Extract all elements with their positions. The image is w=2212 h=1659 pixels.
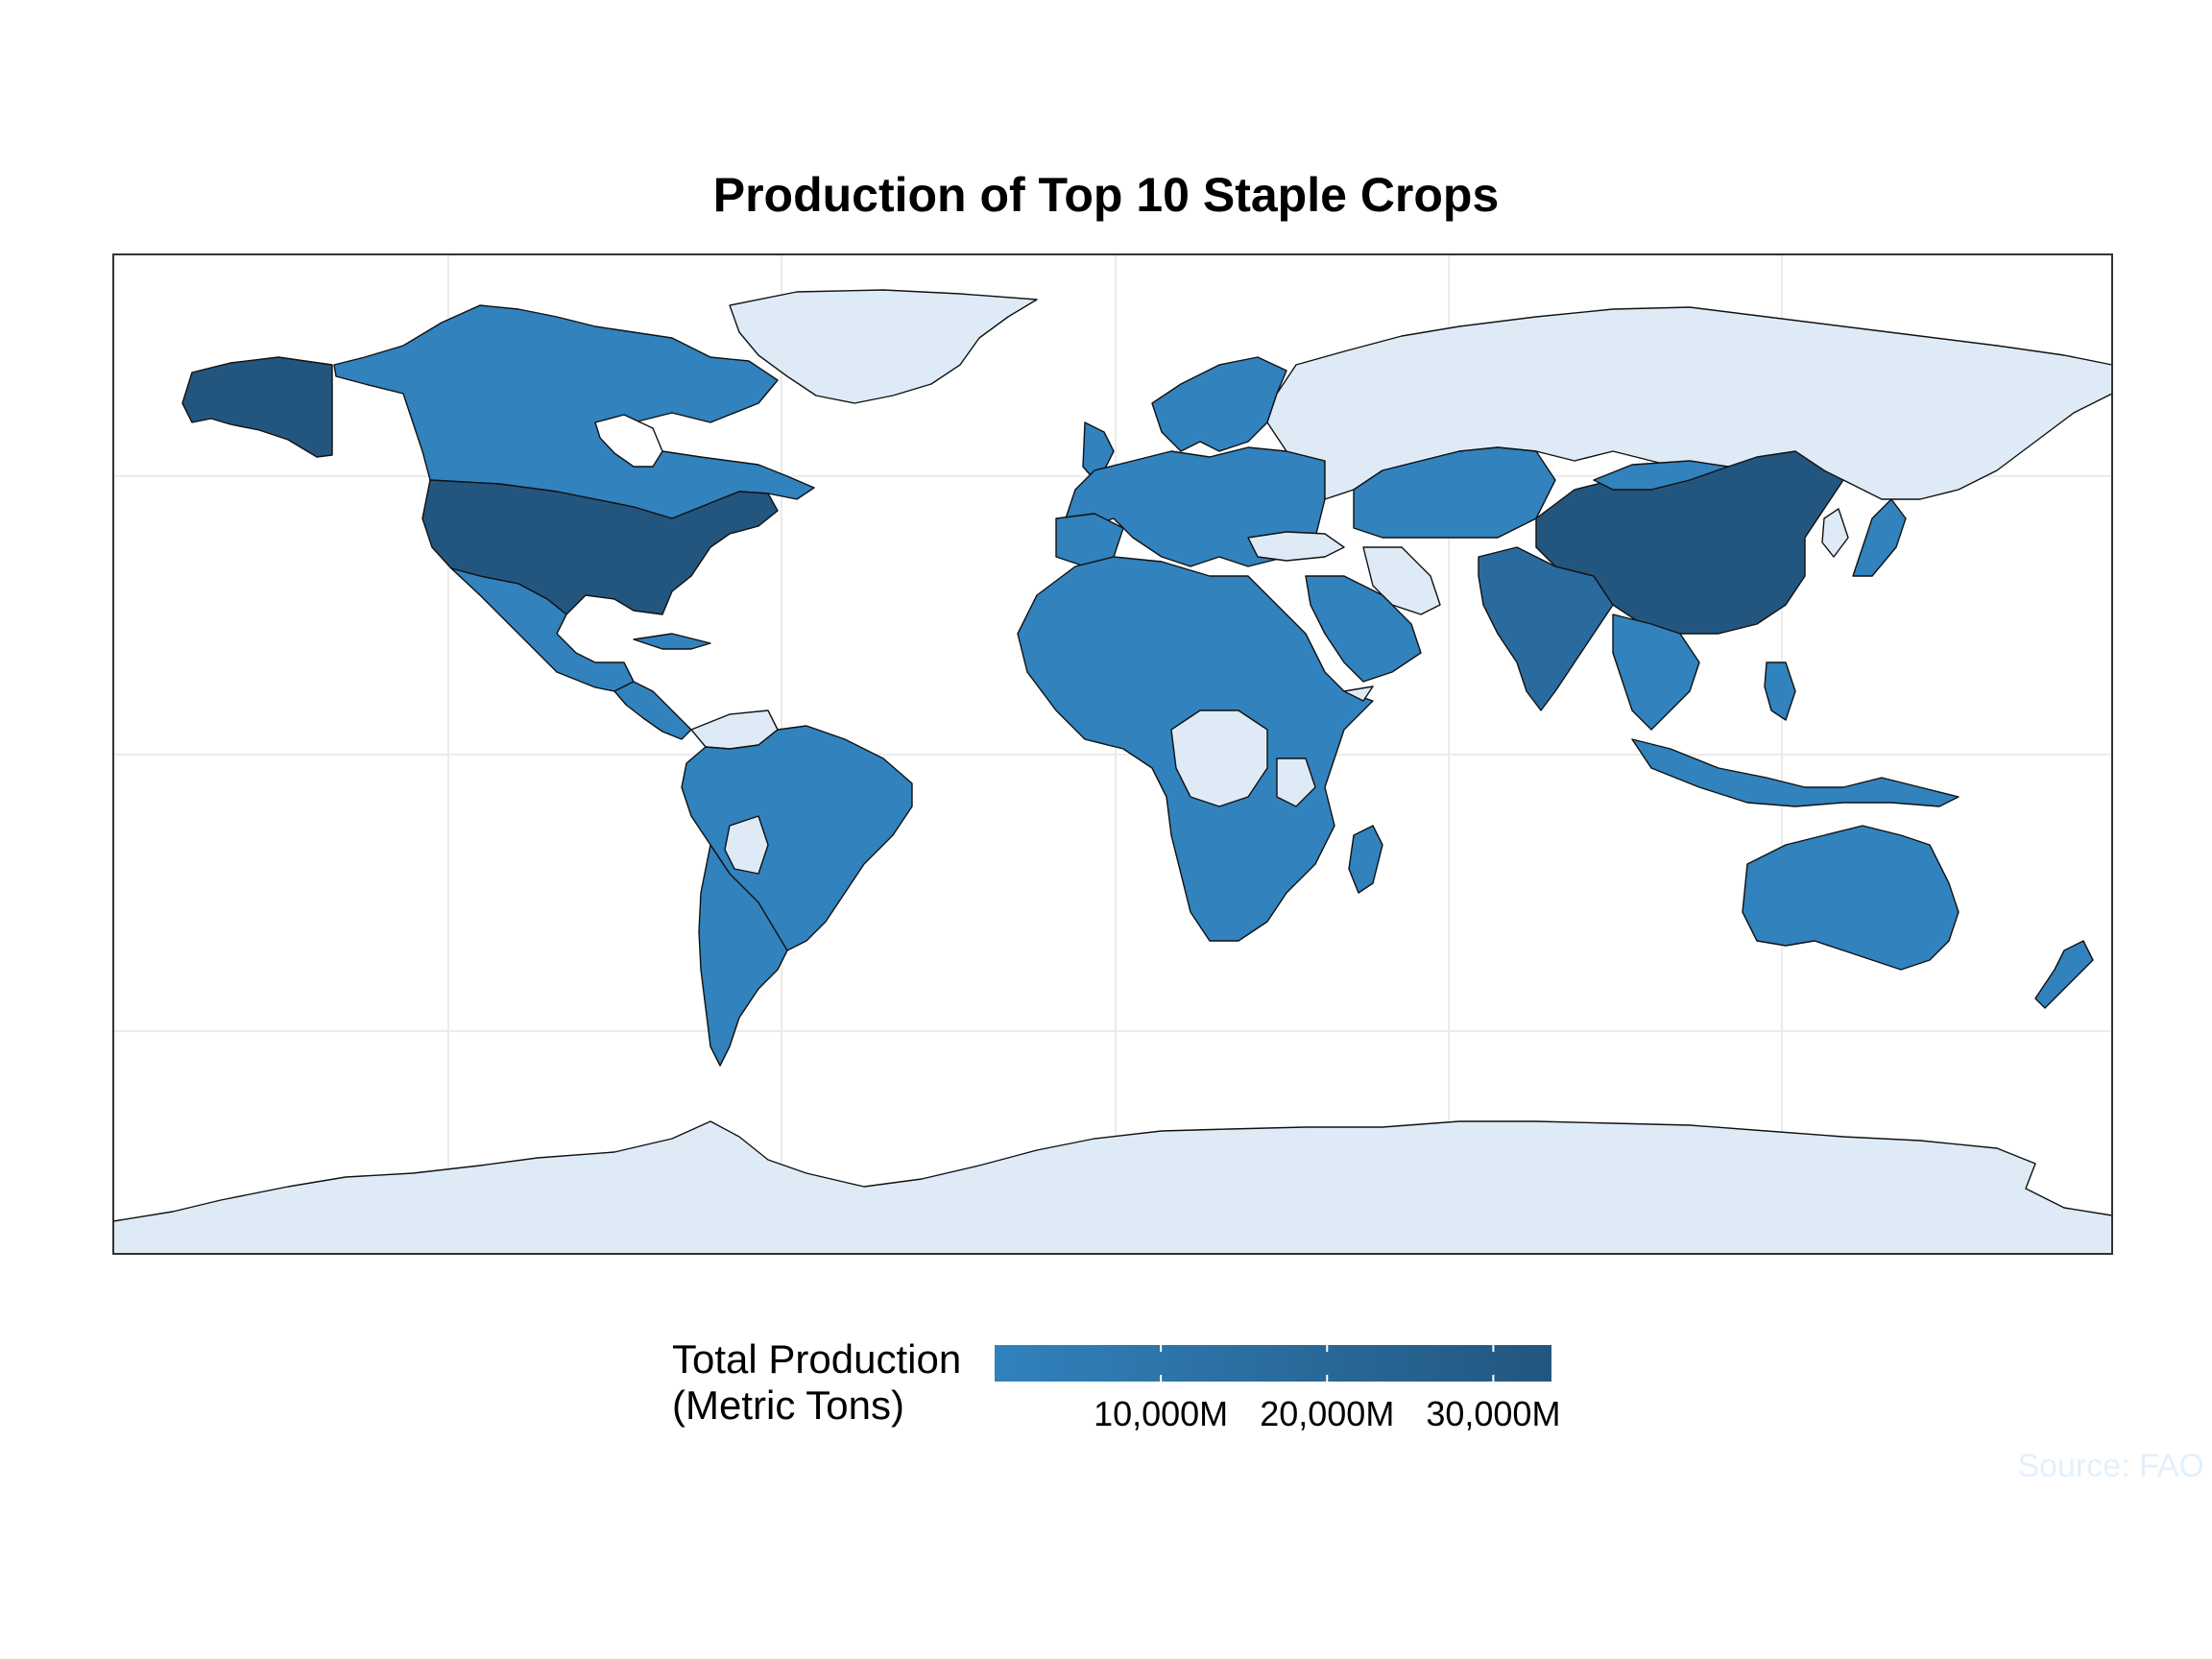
region-philippines (1764, 661, 1796, 721)
region-hudson-bay (594, 414, 663, 468)
region-alaska (181, 356, 333, 458)
region-cuba (633, 633, 711, 650)
legend-tick-label: 30,000M (1426, 1394, 1561, 1433)
legend-tick-label: 10,000M (1094, 1394, 1229, 1433)
countries (112, 289, 2113, 1255)
region-united-states (421, 479, 779, 615)
region-korea (1821, 508, 1849, 558)
region-japan (1852, 498, 1907, 577)
region-greenland (729, 289, 1038, 404)
region-central-america (613, 681, 692, 740)
region-bolivia (724, 815, 769, 875)
source-caption: Source: FAO (2017, 1448, 2204, 1484)
legend-colorbar (995, 1345, 1551, 1382)
region-indonesia (1631, 738, 1960, 807)
map-title: Production of Top 10 Staple Crops (712, 168, 1500, 222)
region-turkey (1247, 531, 1345, 562)
region-antarctica (112, 1120, 2113, 1255)
region-new-zealand (2034, 940, 2094, 1009)
region-central-asia (1353, 446, 1556, 539)
region-southeast-asia (1612, 613, 1700, 731)
panel-border (112, 253, 2113, 1255)
region-drc (1170, 709, 1268, 807)
region-australia (1742, 825, 1960, 971)
region-canada (333, 304, 815, 519)
legend-tick-label: 20,000M (1260, 1394, 1395, 1433)
legend-title-line-2: (Metric Tons) (672, 1382, 904, 1428)
legend-tickmarks (1160, 1345, 1495, 1382)
region-somalia (1343, 685, 1374, 702)
region-southern-cone (698, 844, 788, 1067)
region-arabia (1305, 575, 1422, 683)
legend-title: Total Production (Metric Tons) (672, 1336, 961, 1429)
region-scandinavia (1151, 356, 1287, 452)
region-tanzania (1276, 757, 1316, 807)
region-iran (1362, 546, 1441, 615)
region-madagascar (1348, 825, 1383, 894)
legend-title-line-1: Total Production (672, 1336, 962, 1382)
region-mongolia (1593, 460, 1729, 491)
